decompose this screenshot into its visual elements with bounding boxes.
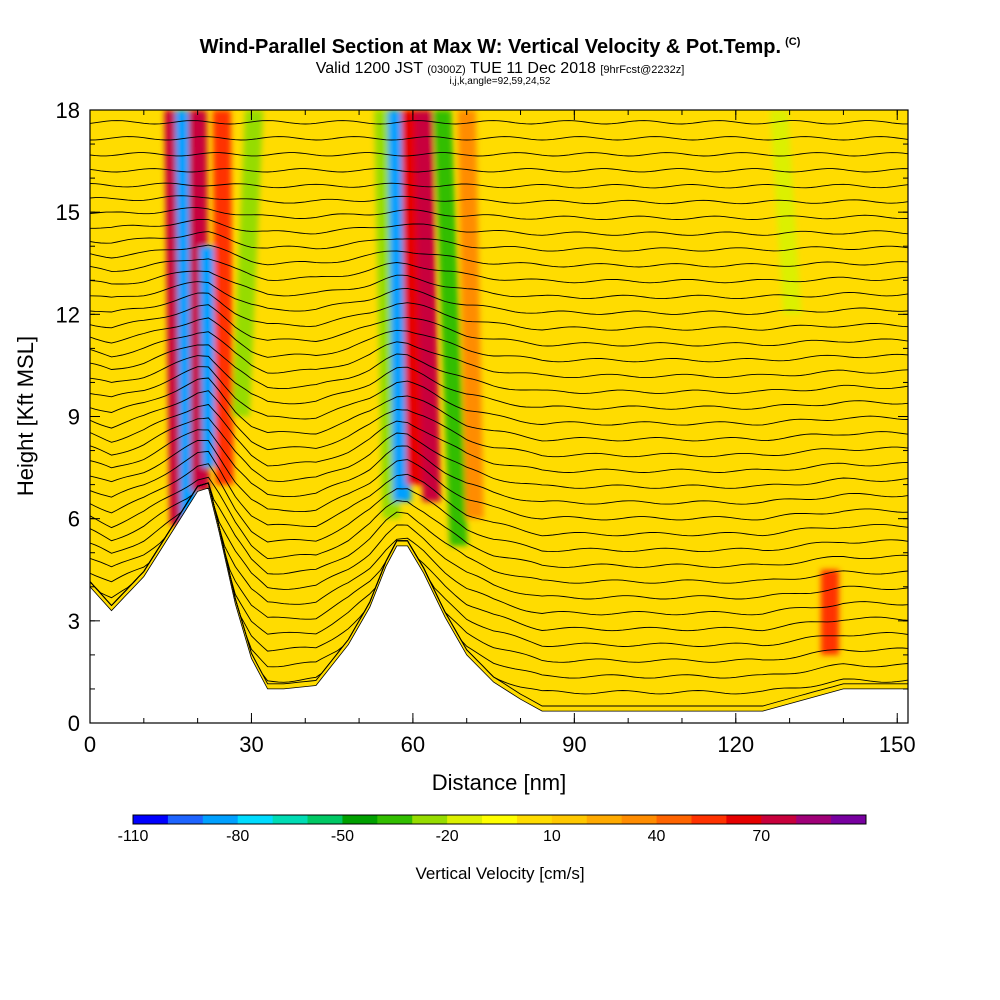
isentrope-23 — [90, 317, 908, 363]
x-tick-label: 0 — [84, 732, 96, 757]
y-tick-label: 6 — [68, 507, 80, 532]
isentrope-20 — [90, 355, 908, 410]
isentrope-27 — [90, 270, 908, 300]
y-axis-label: Height [Kft MSL] — [13, 336, 38, 496]
isentrope-30 — [90, 231, 908, 252]
isentrope-26 — [90, 281, 908, 315]
colorbar-swatch — [796, 815, 832, 824]
x-tick-label: 30 — [239, 732, 263, 757]
x-tick-label: 60 — [401, 732, 425, 757]
colorbar-swatch — [831, 815, 867, 824]
isentrope-8 — [90, 482, 908, 600]
isentrope-28 — [90, 258, 908, 284]
velocity-band-5 — [212, 110, 234, 485]
colorbar-tick-label: -50 — [330, 828, 354, 845]
colorbar-swatch — [586, 815, 623, 824]
isentrope-10 — [90, 476, 908, 568]
colorbar-swatch — [377, 815, 413, 824]
y-tick-label: 12 — [56, 302, 80, 327]
velocity-band-13 — [769, 110, 802, 315]
isentrope-9 — [90, 482, 908, 584]
velocity-band-10 — [414, 110, 441, 502]
colorbar-tick-label: -80 — [226, 828, 250, 845]
colorbar-tick-label: -20 — [435, 828, 459, 845]
velocity-band-12 — [457, 110, 484, 519]
colorbar-swatch — [133, 815, 169, 824]
isentrope-16 — [90, 404, 908, 473]
isentrope-19 — [90, 366, 908, 426]
isentrope-31 — [90, 218, 908, 236]
isentrope-36 — [90, 152, 908, 157]
y-tick-label: 15 — [56, 200, 80, 225]
isentrope-33 — [90, 195, 908, 205]
colorbar-swatch — [412, 815, 448, 824]
colorbar-swatch — [726, 815, 762, 824]
isentrope-35 — [90, 168, 908, 173]
y-tick-label: 0 — [68, 711, 80, 736]
isentrope-29 — [90, 244, 908, 268]
isentrope-38 — [90, 120, 908, 125]
colorbar-tick-label: 40 — [647, 828, 666, 845]
isentrope-14 — [90, 429, 908, 505]
colorbar-frame — [132, 814, 867, 825]
chart-indices: i,j,k,angle=92,59,24,52 — [449, 76, 551, 87]
colorbar — [132, 814, 867, 825]
y-tick-label: 9 — [68, 405, 80, 430]
colorbar-swatch — [202, 815, 239, 824]
colorbar-swatch — [237, 815, 274, 824]
isentrope-22 — [90, 331, 908, 379]
x-tick-label: 150 — [879, 732, 916, 757]
y-tick-label: 3 — [68, 609, 80, 634]
colorbar-tick-label: -110 — [117, 828, 149, 845]
colorbar-swatch — [447, 815, 483, 824]
x-tick-label: 90 — [562, 732, 586, 757]
isentrope-17 — [90, 390, 908, 458]
isentrope-37 — [90, 136, 908, 141]
colorbar-swatch — [516, 815, 553, 824]
colorbar-swatch — [551, 815, 588, 824]
terrain — [90, 487, 908, 723]
colorbar-swatch — [482, 815, 518, 824]
x-tick-label: 120 — [717, 732, 754, 757]
colorbar-swatch — [342, 815, 378, 824]
isentrope-12 — [90, 450, 908, 537]
isentrope-6 — [90, 482, 908, 632]
y-tick-label: 18 — [56, 98, 80, 123]
chart-subtitle: Valid 1200 JST (0300Z) TUE 11 Dec 2018 [… — [315, 60, 685, 77]
isentrope-32 — [90, 207, 908, 220]
copyright-mark: (C) — [785, 36, 801, 49]
colorbar-swatch — [167, 815, 204, 824]
isentrope-7 — [90, 482, 908, 616]
isentrope-15 — [90, 417, 908, 489]
isentrope-11 — [90, 463, 908, 553]
x-axis-label: Distance [nm] — [432, 770, 567, 795]
isentrope-21 — [90, 344, 908, 394]
colorbar-swatch — [272, 815, 309, 824]
isentrope-24 — [90, 304, 908, 347]
colorbar-tick-label: 70 — [752, 828, 771, 845]
velocity-band-14 — [820, 569, 839, 655]
colorbar-swatch — [307, 815, 343, 824]
velocity-band-11 — [433, 110, 468, 546]
isentrope-34 — [90, 182, 908, 189]
colorbar-swatch — [691, 815, 727, 824]
isentrope-18 — [90, 377, 908, 442]
isentrope-25 — [90, 292, 908, 331]
colorbar-tick-label: 10 — [542, 828, 561, 845]
velocity-band-6 — [231, 110, 264, 417]
colorbar-swatch — [621, 815, 658, 824]
colorbar-swatch — [761, 815, 797, 824]
isentrope-13 — [90, 440, 908, 521]
colorbar-swatch — [656, 815, 692, 824]
chart-title: Wind-Parallel Section at Max W: Vertical… — [199, 36, 801, 58]
colorbar-title: Vertical Velocity [cm/s] — [415, 864, 585, 883]
